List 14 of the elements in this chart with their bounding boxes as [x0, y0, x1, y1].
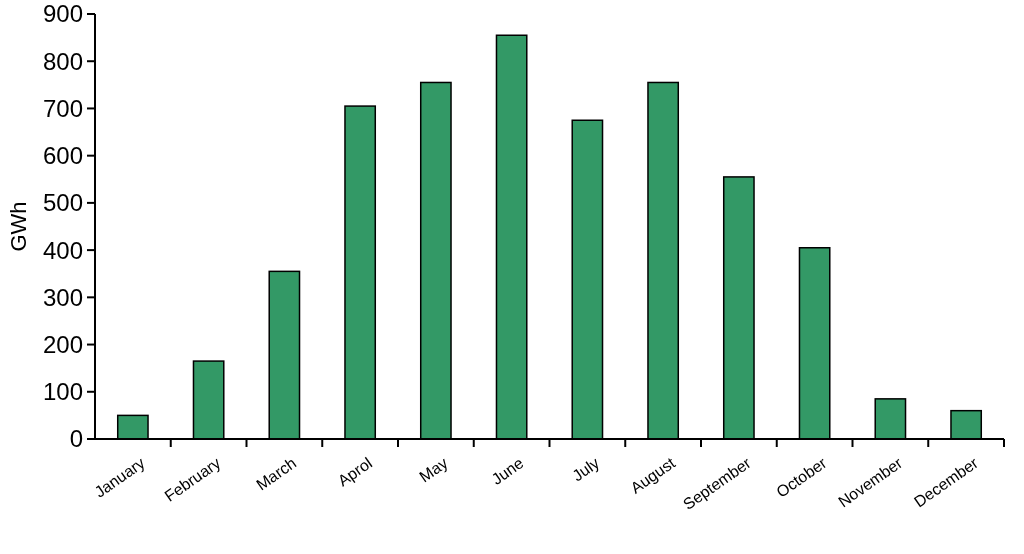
y-axis-title: GWh [5, 201, 31, 252]
y-tick-label: 0 [69, 425, 83, 453]
y-tick-label: 400 [42, 236, 83, 264]
y-tick-label: 100 [42, 378, 83, 406]
y-tick-label: 800 [42, 47, 83, 75]
y-tick-label: 500 [42, 189, 83, 217]
y-tick-label: 300 [42, 283, 83, 311]
y-tick-label: 900 [42, 0, 83, 28]
y-tick-label: 200 [42, 330, 83, 358]
y-tick-label: 700 [42, 94, 83, 122]
x-tick-label: May [416, 454, 451, 486]
x-tick-label: June [488, 454, 527, 488]
y-tick-label: 600 [42, 142, 83, 170]
x-tick-label: July [569, 454, 603, 485]
